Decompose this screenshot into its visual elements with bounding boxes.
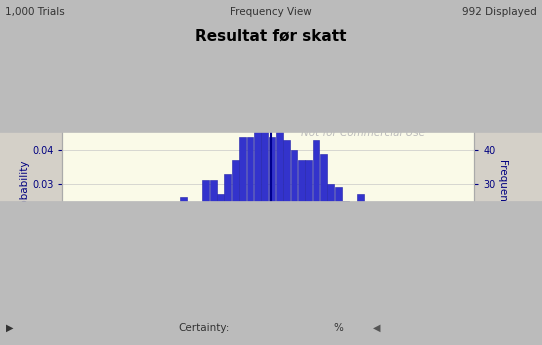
Bar	[107, 261, 113, 285]
Bar	[364, 224, 371, 285]
Bar	[180, 197, 187, 285]
Bar	[261, 96, 268, 285]
Bar	[254, 110, 261, 285]
Bar	[393, 258, 401, 285]
Bar	[202, 180, 209, 285]
Text: Mean = 1,534,874: Mean = 1,534,874	[275, 227, 366, 237]
Bar	[92, 258, 99, 285]
Bar	[195, 211, 202, 285]
Bar	[372, 241, 378, 285]
Bar	[298, 160, 305, 285]
Bar	[327, 184, 334, 285]
Text: Frequency View: Frequency View	[230, 7, 312, 17]
Bar	[121, 258, 128, 285]
Bar	[144, 254, 150, 285]
Bar	[217, 194, 224, 285]
Bar	[430, 271, 437, 285]
Bar	[239, 137, 246, 285]
Bar	[416, 261, 422, 285]
Bar	[460, 281, 467, 285]
Bar	[335, 187, 341, 285]
Text: Certainty:: Certainty:	[179, 323, 230, 333]
Bar	[276, 107, 283, 285]
Bar	[313, 140, 319, 285]
Bar	[78, 261, 84, 285]
Bar	[188, 207, 195, 285]
Bar	[350, 204, 356, 285]
Bar	[224, 174, 231, 285]
Text: Not for Commercial Use: Not for Commercial Use	[301, 128, 425, 138]
Bar	[247, 137, 253, 285]
Text: 992 Displayed: 992 Displayed	[462, 7, 537, 17]
Bar	[320, 154, 327, 285]
Text: ◀: ◀	[373, 323, 380, 333]
Bar	[114, 261, 121, 285]
Y-axis label: Frequency: Frequency	[497, 160, 507, 214]
Bar	[283, 140, 290, 285]
Bar	[379, 254, 386, 285]
Bar	[453, 278, 459, 285]
Bar	[438, 271, 444, 285]
Text: 1,000 Trials: 1,000 Trials	[5, 7, 65, 17]
Bar	[357, 194, 364, 285]
Text: %: %	[333, 323, 343, 333]
Bar	[423, 268, 430, 285]
Bar	[166, 241, 172, 285]
Bar	[386, 254, 393, 285]
Bar	[232, 160, 238, 285]
Text: Infinity: Infinity	[399, 319, 438, 329]
Bar	[401, 261, 408, 285]
Text: Resultat før skatt: Resultat før skatt	[195, 29, 347, 44]
Bar	[408, 258, 415, 285]
Bar	[99, 258, 106, 285]
Y-axis label: Probability: Probability	[19, 159, 29, 215]
Bar	[151, 254, 158, 285]
Bar	[173, 221, 180, 285]
Text: 94.17: 94.17	[271, 319, 304, 329]
Text: 0: 0	[30, 319, 37, 329]
Bar	[129, 254, 136, 285]
Bar	[305, 160, 312, 285]
Bar	[136, 244, 143, 285]
Bar	[291, 150, 298, 285]
Bar	[210, 180, 216, 285]
Bar	[342, 200, 349, 285]
Text: ▶: ▶	[6, 323, 14, 333]
Bar	[445, 275, 452, 285]
Bar	[269, 137, 275, 285]
